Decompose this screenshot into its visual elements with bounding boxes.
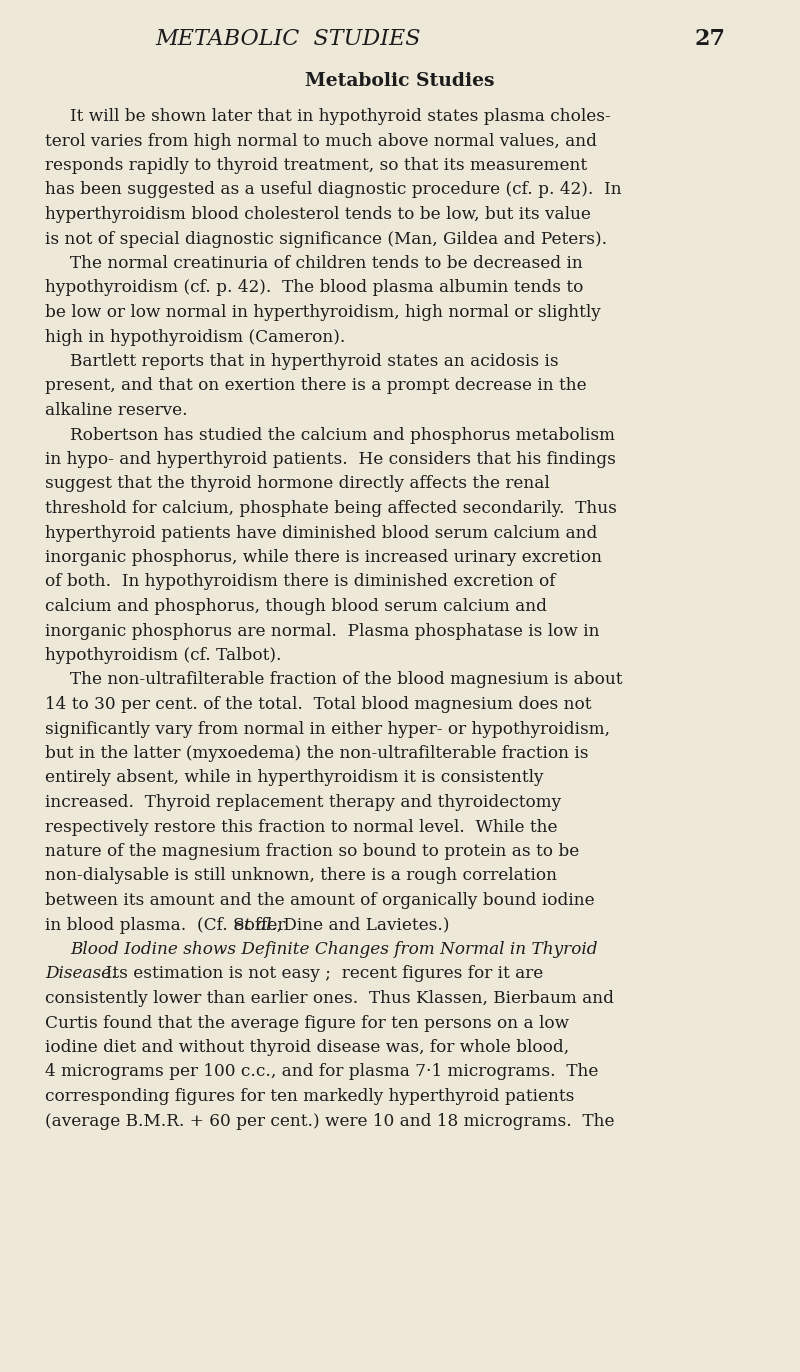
Text: increased.  Thyroid replacement therapy and thyroidectomy: increased. Thyroid replacement therapy a… (45, 794, 561, 811)
Text: responds rapidly to thyroid treatment, so that its measurement: responds rapidly to thyroid treatment, s… (45, 156, 587, 174)
Text: nature of the magnesium fraction so bound to protein as to be: nature of the magnesium fraction so boun… (45, 842, 579, 860)
Text: Robertson has studied the calcium and phosphorus metabolism: Robertson has studied the calcium and ph… (70, 427, 615, 443)
Text: hypothyroidism (cf. Talbot).: hypothyroidism (cf. Talbot). (45, 648, 282, 664)
Text: inorganic phosphorus, while there is increased urinary excretion: inorganic phosphorus, while there is inc… (45, 549, 602, 567)
Text: is not of special diagnostic significance (Man, Gildea and Peters).: is not of special diagnostic significanc… (45, 230, 607, 247)
Text: 27: 27 (695, 27, 726, 49)
Text: Disease.: Disease. (45, 966, 117, 982)
Text: It will be shown later that in hypothyroid states plasma choles-: It will be shown later that in hypothyro… (70, 108, 610, 125)
Text: of both.  In hypothyroidism there is diminished excretion of: of both. In hypothyroidism there is dimi… (45, 573, 555, 590)
Text: (average B.M.R. + 60 per cent.) were 10 and 18 micrograms.  The: (average B.M.R. + 60 per cent.) were 10 … (45, 1113, 614, 1129)
Text: hyperthyroidism blood cholesterol tends to be low, but its value: hyperthyroidism blood cholesterol tends … (45, 206, 591, 224)
Text: terol varies from high normal to much above normal values, and: terol varies from high normal to much ab… (45, 133, 597, 150)
Text: consistently lower than earlier ones.  Thus Klassen, Bierbaum and: consistently lower than earlier ones. Th… (45, 991, 614, 1007)
Text: present, and that on exertion there is a prompt decrease in the: present, and that on exertion there is a… (45, 377, 586, 395)
Text: corresponding figures for ten markedly hyperthyroid patients: corresponding figures for ten markedly h… (45, 1088, 574, 1104)
Text: be low or low normal in hyperthyroidism, high normal or slightly: be low or low normal in hyperthyroidism,… (45, 305, 601, 321)
Text: in hypo- and hyperthyroid patients.  He considers that his findings: in hypo- and hyperthyroid patients. He c… (45, 451, 616, 468)
Text: et al.,: et al., (234, 916, 282, 933)
Text: but in the latter (myxoedema) the non-ultrafilterable fraction is: but in the latter (myxoedema) the non-ul… (45, 745, 589, 761)
Text: has been suggested as a useful diagnostic procedure (cf. p. 42).  In: has been suggested as a useful diagnosti… (45, 181, 622, 199)
Text: hyperthyroid patients have diminished blood serum calcium and: hyperthyroid patients have diminished bl… (45, 524, 598, 542)
Text: Blood Iodine shows Definite Changes from Normal in Thyroid: Blood Iodine shows Definite Changes from… (70, 941, 598, 958)
Text: inorganic phosphorus are normal.  Plasma phosphatase is low in: inorganic phosphorus are normal. Plasma … (45, 623, 599, 639)
Text: in blood plasma.  (Cf. Soffer: in blood plasma. (Cf. Soffer (45, 916, 290, 933)
Text: calcium and phosphorus, though blood serum calcium and: calcium and phosphorus, though blood ser… (45, 598, 547, 615)
Text: respectively restore this fraction to normal level.  While the: respectively restore this fraction to no… (45, 819, 558, 836)
Text: The non-ultrafilterable fraction of the blood magnesium is about: The non-ultrafilterable fraction of the … (70, 671, 622, 689)
Text: Metabolic Studies: Metabolic Studies (306, 71, 494, 91)
Text: between its amount and the amount of organically bound iodine: between its amount and the amount of org… (45, 892, 594, 910)
Text: alkaline reserve.: alkaline reserve. (45, 402, 188, 418)
Text: Bartlett reports that in hyperthyroid states an acidosis is: Bartlett reports that in hyperthyroid st… (70, 353, 558, 370)
Text: suggest that the thyroid hormone directly affects the renal: suggest that the thyroid hormone directl… (45, 476, 550, 493)
Text: hypothyroidism (cf. p. 42).  The blood plasma albumin tends to: hypothyroidism (cf. p. 42). The blood pl… (45, 280, 583, 296)
Text: Its estimation is not easy ;  recent figures for it are: Its estimation is not easy ; recent figu… (95, 966, 544, 982)
Text: Dine and Lavietes.): Dine and Lavietes.) (278, 916, 450, 933)
Text: entirely absent, while in hyperthyroidism it is consistently: entirely absent, while in hyperthyroidis… (45, 770, 543, 786)
Text: threshold for calcium, phosphate being affected secondarily.  Thus: threshold for calcium, phosphate being a… (45, 499, 617, 517)
Text: significantly vary from normal in either hyper- or hypothyroidism,: significantly vary from normal in either… (45, 720, 610, 738)
Text: iodine diet and without thyroid disease was, for whole blood,: iodine diet and without thyroid disease … (45, 1039, 569, 1056)
Text: 14 to 30 per cent. of the total.  Total blood magnesium does not: 14 to 30 per cent. of the total. Total b… (45, 696, 591, 713)
Text: Curtis found that the average figure for ten persons on a low: Curtis found that the average figure for… (45, 1014, 569, 1032)
Text: METABOLIC  STUDIES: METABOLIC STUDIES (155, 27, 421, 49)
Text: non-dialysable is still unknown, there is a rough correlation: non-dialysable is still unknown, there i… (45, 867, 557, 885)
Text: The normal creatinuria of children tends to be decreased in: The normal creatinuria of children tends… (70, 255, 582, 272)
Text: high in hypothyroidism (Cameron).: high in hypothyroidism (Cameron). (45, 328, 346, 346)
Text: 4 micrograms per 100 c.c., and for plasma 7·1 micrograms.  The: 4 micrograms per 100 c.c., and for plasm… (45, 1063, 598, 1081)
